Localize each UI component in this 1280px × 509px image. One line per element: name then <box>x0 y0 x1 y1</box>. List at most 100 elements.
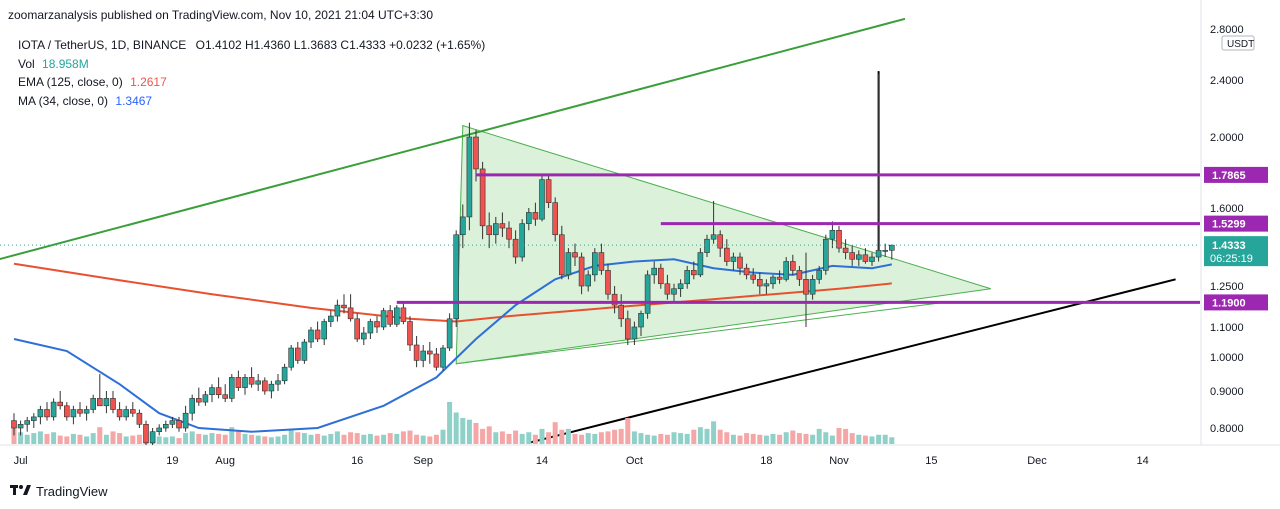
volume-bar <box>724 432 730 444</box>
volume-bar <box>730 434 736 444</box>
volume-bar <box>209 433 215 444</box>
volume-bar <box>506 433 512 444</box>
volume-bar <box>770 433 776 444</box>
ema-label[interactable]: EMA (125, close, 0) <box>18 75 123 89</box>
volume-bar <box>579 434 585 444</box>
volume-bar <box>301 433 307 444</box>
volume-bar <box>70 433 76 444</box>
volume-bar <box>110 431 116 444</box>
tradingview-logo-icon[interactable] <box>10 484 32 499</box>
candle-body <box>17 423 24 429</box>
volume-bar <box>374 435 380 444</box>
candle-body <box>849 252 856 260</box>
volume-bar <box>90 433 96 444</box>
volume-bar <box>473 423 479 444</box>
candle-body <box>796 270 803 280</box>
candle-body <box>704 238 710 253</box>
candle-body <box>440 347 446 368</box>
candle-body <box>763 283 770 287</box>
volume-bar <box>625 417 631 444</box>
volume-bar <box>341 434 347 444</box>
volume-bar <box>612 429 618 444</box>
candle-body <box>770 276 776 285</box>
candle-body <box>644 274 651 314</box>
candle-body <box>235 377 242 388</box>
candle-body <box>710 234 717 240</box>
x-tick-label: Oct <box>626 455 643 467</box>
candle-body <box>829 229 836 240</box>
volume-bar <box>136 434 142 444</box>
candle-body <box>44 409 50 418</box>
candle-body <box>189 398 195 414</box>
candle-body <box>525 212 532 224</box>
volume-bar <box>889 437 895 444</box>
x-tick-label: 19 <box>166 455 178 467</box>
chart-footer: TradingView <box>10 484 108 499</box>
ma-label[interactable]: MA (34, close, 0) <box>18 93 109 108</box>
volume-bar <box>315 433 321 444</box>
volume-bar <box>400 431 406 444</box>
candle-body <box>473 136 479 170</box>
candle-body <box>83 409 90 414</box>
candle-body <box>479 168 486 227</box>
candle-body <box>631 326 638 340</box>
volume-bar <box>796 433 802 444</box>
candle-body <box>657 267 664 285</box>
volume-bar <box>876 434 882 444</box>
support-trendline <box>528 278 1176 444</box>
candle-body <box>605 270 611 295</box>
vol-label[interactable]: Vol <box>18 56 35 71</box>
volume-bar <box>189 431 195 444</box>
volume-bar <box>651 435 657 444</box>
volume-bar <box>645 434 651 444</box>
volume-bar <box>169 436 175 444</box>
candle-body <box>327 315 334 322</box>
symbol-label[interactable]: IOTA / TetherUS, 1D, BINANCE <box>18 38 187 52</box>
volume-bar <box>744 433 750 444</box>
x-tick-label: 14 <box>536 455 548 467</box>
volume-bar <box>31 433 37 444</box>
volume-bar <box>255 435 261 444</box>
candle-body <box>446 318 453 349</box>
volume-bar <box>513 430 519 444</box>
candle-body <box>578 256 585 287</box>
candle-body <box>638 313 644 328</box>
tradingview-brand[interactable]: TradingView <box>36 484 108 499</box>
candle-body <box>756 279 763 287</box>
y-tick-label: 1.0000 <box>1210 352 1244 364</box>
volume-bar <box>843 428 849 444</box>
candle-body <box>123 409 129 418</box>
volume-bar <box>869 436 875 444</box>
volume-bar <box>671 432 677 444</box>
candle-body <box>730 256 737 262</box>
candle-body <box>255 380 261 385</box>
volume-bar <box>275 436 281 444</box>
candle-body <box>565 252 572 276</box>
candle-body <box>598 252 605 271</box>
candle-body <box>776 276 783 280</box>
candle-body <box>545 179 552 203</box>
y-tick-label: 1.2500 <box>1210 281 1244 293</box>
volume-bar <box>684 433 690 444</box>
volume-bar <box>216 433 222 444</box>
candle-body <box>492 223 499 236</box>
candle-body <box>182 412 189 429</box>
candle-body <box>169 420 176 425</box>
volume-bar <box>387 433 393 444</box>
volume-bar <box>783 432 789 444</box>
candle-body <box>64 405 70 418</box>
volume-bar <box>526 432 532 444</box>
candle-body <box>558 234 565 276</box>
candle-body <box>671 288 677 295</box>
candle-body <box>519 223 526 258</box>
candle-body <box>552 202 559 236</box>
price-level-label: 1.5299 <box>1212 219 1246 231</box>
volume-bar <box>308 434 314 444</box>
candle-body <box>413 344 420 361</box>
candle-body <box>426 350 433 355</box>
currency-badge[interactable] <box>1221 35 1255 51</box>
volume-bar <box>348 432 354 444</box>
candle-body <box>809 279 816 295</box>
volume-bar <box>836 428 842 444</box>
